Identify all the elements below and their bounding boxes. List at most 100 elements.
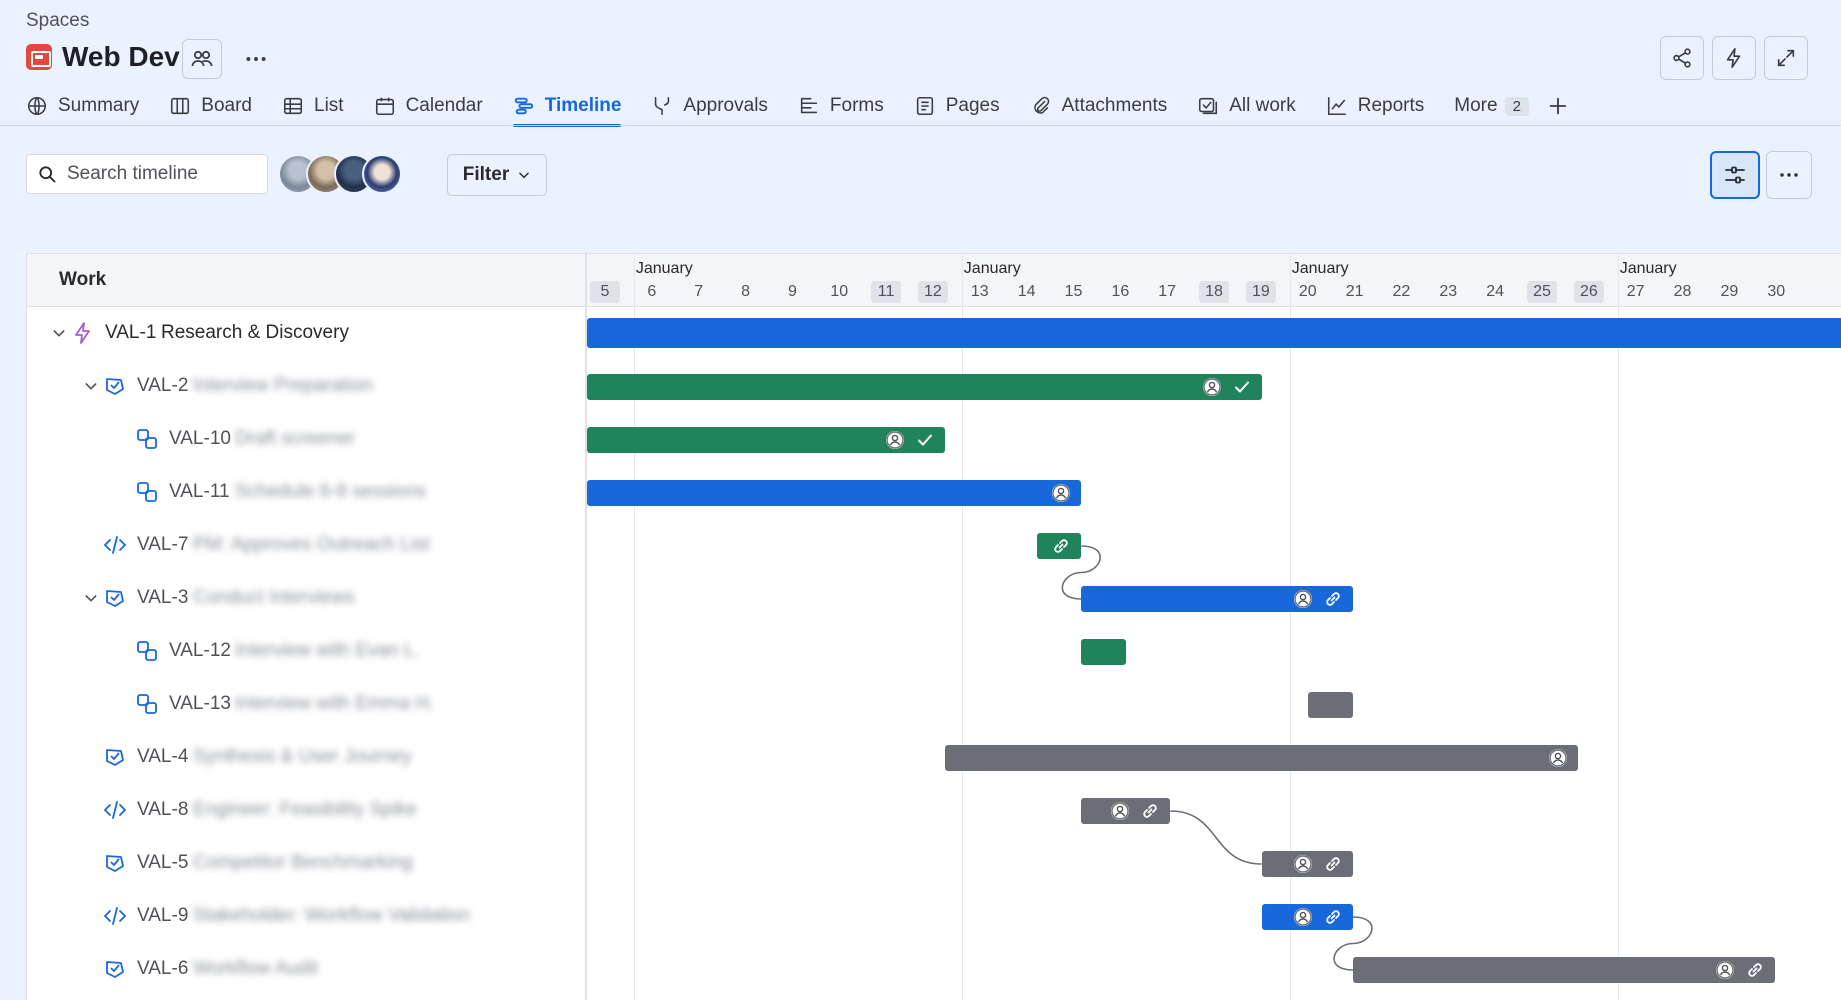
tab-board[interactable]: Board bbox=[169, 88, 252, 124]
tab-timeline[interactable]: Timeline bbox=[512, 88, 621, 127]
share-button[interactable] bbox=[1660, 36, 1704, 80]
tab-more[interactable]: More 2 bbox=[1454, 88, 1529, 124]
work-item-row[interactable]: VAL-8 Engineer: Feasibility Spike bbox=[27, 784, 585, 837]
work-item-row[interactable]: VAL-1 Research & Discovery bbox=[27, 307, 585, 360]
work-item-key[interactable]: VAL-8 bbox=[137, 799, 189, 820]
work-item-key[interactable]: VAL-1 bbox=[105, 322, 157, 343]
tab-calendar[interactable]: Calendar bbox=[374, 88, 483, 124]
work-item-key[interactable]: VAL-9 bbox=[137, 905, 189, 926]
chevron-down-icon[interactable] bbox=[83, 590, 99, 606]
tab-label: List bbox=[314, 95, 344, 116]
timeline-bar[interactable] bbox=[945, 745, 1578, 771]
tab-label: Approvals bbox=[683, 95, 768, 116]
work-item-key[interactable]: VAL-12 bbox=[169, 640, 231, 661]
work-item-row[interactable]: VAL-6 Workflow Audit bbox=[27, 943, 585, 996]
work-item-summary[interactable]: Competitor Benchmarking bbox=[193, 852, 413, 873]
timeline-bar[interactable] bbox=[587, 427, 946, 453]
tab-pages[interactable]: Pages bbox=[914, 88, 1000, 124]
work-item-row[interactable]: VAL-3 Conduct Interviews bbox=[27, 572, 585, 625]
work-item-row[interactable]: VAL-9 Stakeholder: Workflow Validation bbox=[27, 890, 585, 943]
chevron-down-icon[interactable] bbox=[51, 325, 67, 341]
view-settings-button[interactable] bbox=[1710, 151, 1760, 199]
timeline-bar[interactable] bbox=[1352, 957, 1775, 983]
work-item-row[interactable]: VAL-13 Interview with Emma H. bbox=[27, 678, 585, 731]
more-actions-button[interactable] bbox=[236, 39, 276, 79]
work-item-summary[interactable]: Schedule 6-8 sessions bbox=[235, 481, 427, 502]
work-item-key[interactable]: VAL-5 bbox=[137, 852, 189, 873]
assignee-icon bbox=[1051, 483, 1071, 503]
timeline-bar[interactable] bbox=[1081, 798, 1171, 824]
chevron-down-icon[interactable] bbox=[83, 378, 99, 394]
work-item-summary[interactable]: Interview with Emma H. bbox=[235, 693, 435, 714]
work-item-summary[interactable]: Workflow Audit bbox=[193, 958, 319, 979]
work-item-key[interactable]: VAL-4 bbox=[137, 746, 189, 767]
dependency-line[interactable] bbox=[1170, 810, 1262, 865]
tab-label: All work bbox=[1229, 95, 1296, 116]
work-item-key[interactable]: VAL-3 bbox=[137, 587, 189, 608]
dependency-line[interactable] bbox=[1333, 916, 1373, 971]
tab-label: Board bbox=[201, 95, 252, 116]
tab-label: Forms bbox=[829, 95, 884, 116]
avatar[interactable] bbox=[362, 154, 402, 194]
breadcrumb[interactable]: Spaces bbox=[26, 10, 90, 31]
timeline-bar[interactable] bbox=[587, 318, 1841, 348]
date-header: 5 6 7 8 9 10 11 12 13 14 15 16 17 18 19 20 21 22 23 24 25 26 2… bbox=[587, 254, 1841, 307]
automation-button[interactable] bbox=[1712, 36, 1756, 80]
timeline-bar[interactable] bbox=[1308, 692, 1353, 718]
work-item-key[interactable]: VAL-11 bbox=[169, 481, 230, 502]
work-item-summary[interactable]: Draft screener bbox=[235, 428, 356, 449]
tab-approvals[interactable]: Approvals bbox=[651, 88, 768, 124]
tab-attachments[interactable]: Attachments bbox=[1030, 88, 1167, 124]
work-item-summary[interactable]: Interview Preparation bbox=[193, 375, 373, 396]
project-icon bbox=[26, 44, 52, 70]
timeline-bar[interactable] bbox=[1261, 851, 1353, 877]
work-item-summary[interactable]: Synthesis & User Journey bbox=[193, 746, 412, 767]
work-item-key[interactable]: VAL-2 bbox=[137, 375, 189, 396]
work-item-row[interactable]: VAL-11 Schedule 6-8 sessions bbox=[27, 466, 585, 519]
filter-label: Filter bbox=[462, 164, 510, 185]
tab-forms[interactable]: Forms bbox=[798, 88, 884, 124]
add-tab-button[interactable] bbox=[1547, 88, 1579, 124]
work-item-row[interactable]: VAL-7 PM: Approves Outreach List bbox=[27, 519, 585, 572]
timeline-bar[interactable] bbox=[1261, 904, 1353, 930]
timeline-bar[interactable] bbox=[587, 374, 1262, 400]
filter-button[interactable]: Filter bbox=[447, 154, 547, 196]
work-item-summary[interactable]: Stakeholder: Workflow Validation bbox=[193, 905, 471, 926]
work-item-row[interactable]: VAL-4 Synthesis & User Journey bbox=[27, 731, 585, 784]
subtask-icon bbox=[135, 480, 159, 504]
tab-list[interactable]: List bbox=[282, 88, 344, 124]
team-button[interactable] bbox=[182, 39, 222, 79]
fullscreen-button[interactable] bbox=[1764, 36, 1808, 80]
timeline-bar[interactable] bbox=[1036, 533, 1082, 559]
day-label: 27 bbox=[1626, 283, 1645, 300]
dependency-link-icon bbox=[1323, 907, 1343, 927]
search-input[interactable] bbox=[67, 163, 257, 185]
work-item-summary[interactable]: PM: Approves Outreach List bbox=[193, 534, 430, 555]
tab-reports[interactable]: Reports bbox=[1326, 88, 1424, 124]
assignee-icon bbox=[1110, 801, 1130, 821]
timeline-bar[interactable] bbox=[587, 480, 1082, 506]
tab-summary[interactable]: Summary bbox=[26, 88, 139, 124]
approvals-icon bbox=[655, 96, 670, 116]
lightning-icon bbox=[1726, 48, 1741, 68]
work-item-row[interactable]: VAL-12 Interview with Evan L. bbox=[27, 625, 585, 678]
work-item-summary[interactable]: Interview with Evan L. bbox=[235, 640, 420, 661]
work-item-key[interactable]: VAL-13 bbox=[169, 693, 231, 714]
work-item-key[interactable]: VAL-6 bbox=[137, 958, 189, 979]
work-item-row[interactable]: VAL-2 Interview Preparation bbox=[27, 360, 585, 413]
work-item-key[interactable]: VAL-7 bbox=[137, 534, 189, 555]
subtask-icon bbox=[135, 427, 159, 451]
assignee-icon bbox=[1293, 854, 1313, 874]
work-item-summary[interactable]: Research & Discovery bbox=[161, 322, 349, 343]
work-item-row[interactable]: VAL-10 Draft screener bbox=[27, 413, 585, 466]
search-box[interactable] bbox=[26, 154, 268, 194]
work-item-key[interactable]: VAL-10 bbox=[169, 428, 231, 449]
timeline-bar[interactable] bbox=[1081, 639, 1126, 665]
tab-all-work[interactable]: All work bbox=[1197, 88, 1296, 124]
dependency-line[interactable] bbox=[1061, 545, 1101, 600]
work-item-row[interactable]: VAL-5 Competitor Benchmarking bbox=[27, 837, 585, 890]
work-item-summary[interactable]: Conduct Interviews bbox=[193, 587, 355, 608]
timeline-bar[interactable] bbox=[1081, 586, 1353, 612]
more-view-options-button[interactable] bbox=[1766, 151, 1812, 199]
work-item-summary[interactable]: Engineer: Feasibility Spike bbox=[193, 799, 417, 820]
